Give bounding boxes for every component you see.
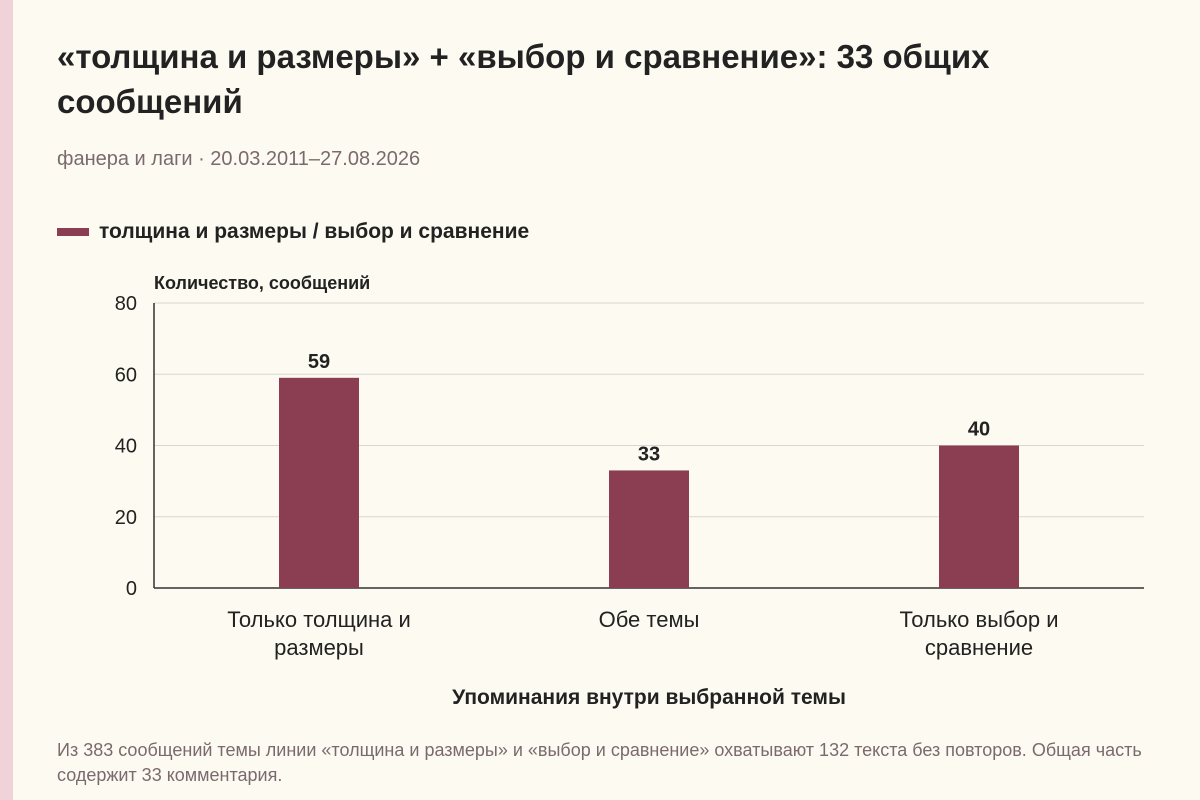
- data-label: 59: [308, 351, 330, 373]
- legend: толщина и размеры / выбор и сравнение: [57, 218, 529, 246]
- y-tick-label: 60: [115, 364, 137, 386]
- x-tick-label: Только толщина и размеры: [227, 607, 411, 660]
- y-axis-label: Количество, сообщений: [154, 273, 371, 293]
- data-label: 33: [638, 443, 660, 465]
- x-tick-label: Только выбор и сравнение: [899, 607, 1059, 660]
- legend-label: толщина и размеры / выбор и сравнение: [99, 220, 530, 243]
- chart-title: «толщина и размеры» + «выбор и сравнение…: [57, 38, 990, 120]
- footnote: Из 383 сообщений темы линии «толщина и р…: [57, 740, 1142, 785]
- y-tick-label: 0: [126, 578, 137, 600]
- y-tick-label: 80: [115, 293, 137, 315]
- bar: [279, 377, 359, 588]
- bar: [939, 445, 1019, 588]
- legend-swatch: [57, 228, 89, 236]
- y-tick-label: 40: [115, 436, 137, 458]
- x-axis-label: Упоминания внутри выбранной темы: [452, 686, 846, 709]
- label-layer: 0 20 40 60 80 59 33 40: [115, 293, 990, 600]
- x-tick-label: Обе темы: [598, 607, 700, 632]
- bar-layer: [279, 377, 1019, 588]
- bar: [609, 470, 689, 588]
- accent-strip: [0, 0, 13, 800]
- y-tick-label: 20: [115, 507, 137, 529]
- chart-subtitle: фанера и лаги · 20.03.2011–27.08.2026: [57, 148, 421, 170]
- data-label: 40: [968, 419, 990, 441]
